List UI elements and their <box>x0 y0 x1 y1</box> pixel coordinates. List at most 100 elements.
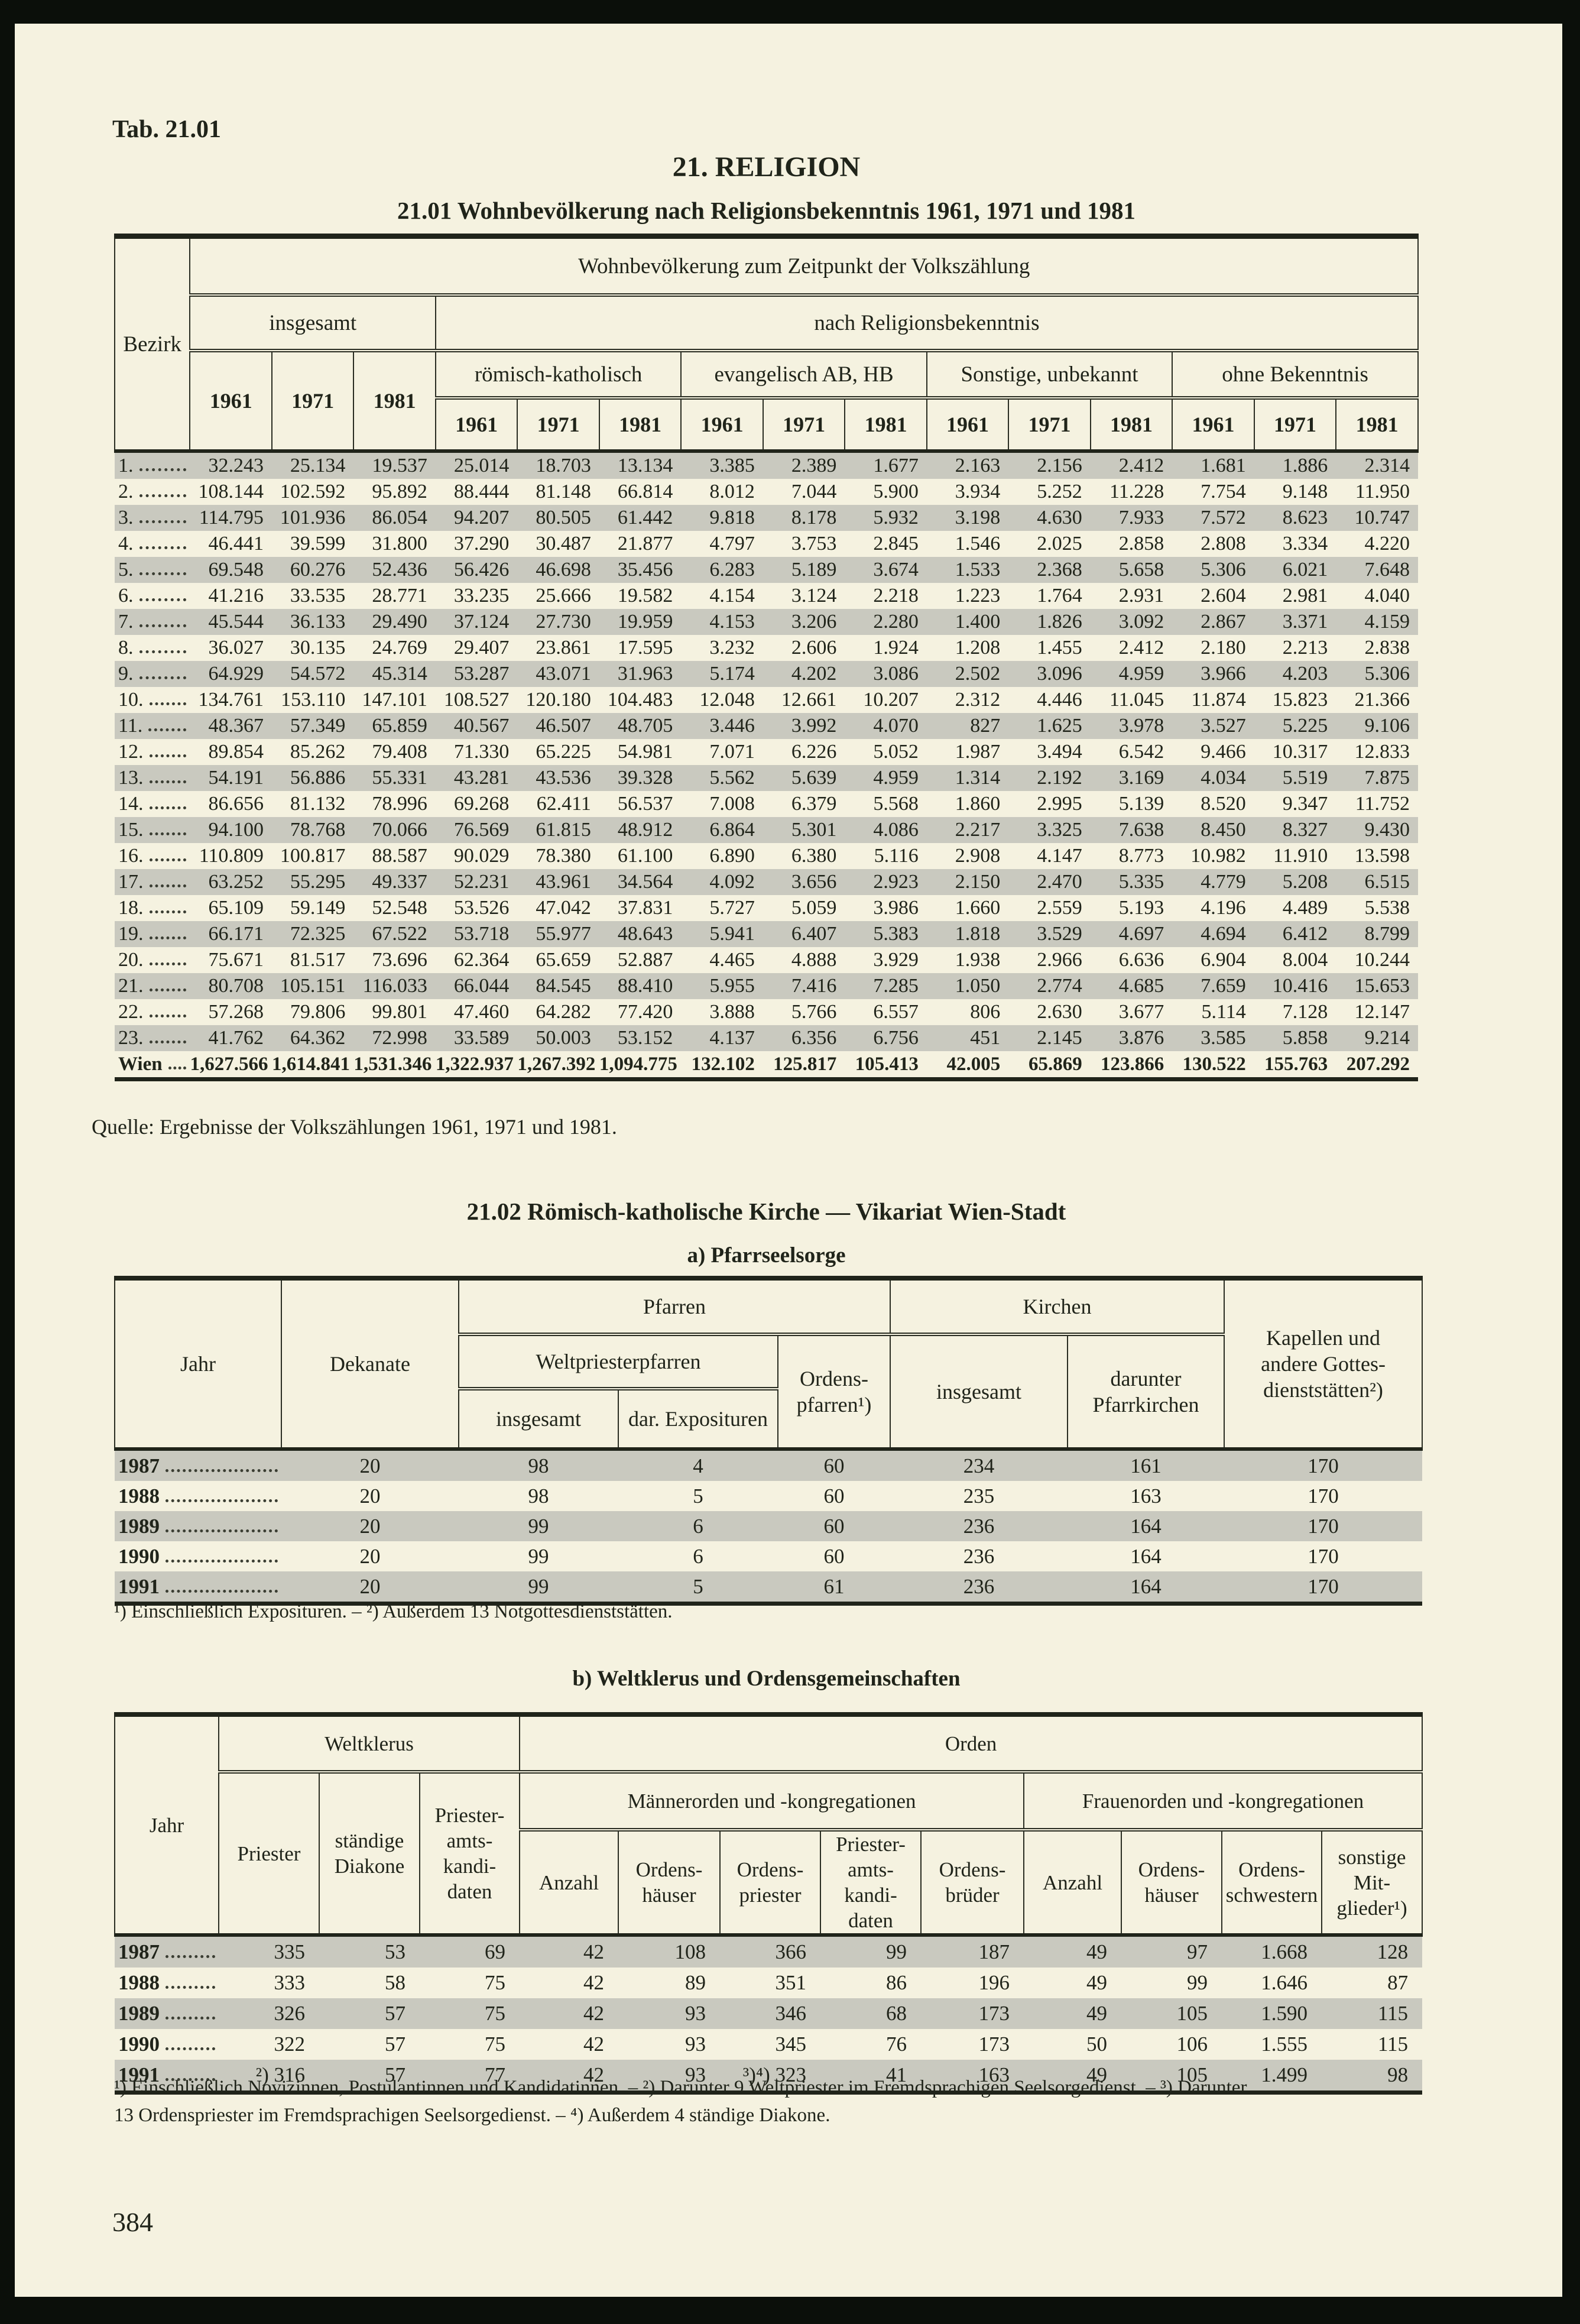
value-cell: 61.442 <box>617 507 673 529</box>
value-cell: 4.070 <box>873 715 919 737</box>
value-cell: 60.276 <box>290 559 346 581</box>
value-cell: 62.411 <box>536 793 591 815</box>
value-cell: 7.128 <box>1282 1001 1328 1023</box>
value-cell: 61.815 <box>536 819 591 841</box>
year-header: 1981 <box>353 351 436 451</box>
value-cell: 11.228 <box>1109 481 1164 503</box>
table-row: 1990 322 57 75 42 93 345 76 173 50 106 1… <box>115 2029 1422 2060</box>
value-cell: 50 <box>1086 2033 1108 2056</box>
dotted-leader <box>166 1499 278 1502</box>
value-cell: 31.963 <box>617 663 673 685</box>
value-cell: 5.727 <box>709 897 755 919</box>
table-row: 3. 114.795 101.936 86.054 94.207 80.505 … <box>115 505 1418 531</box>
district-label-cell: 4. <box>115 531 190 557</box>
value-cell: 2.931 <box>1118 585 1164 607</box>
value-cell: 101.936 <box>280 507 346 529</box>
value-cell: 11.874 <box>1191 689 1246 711</box>
value-cell: 8.178 <box>791 507 837 529</box>
dotted-leader <box>149 858 187 861</box>
value-cell: 54.981 <box>617 741 673 763</box>
dotted-leader <box>139 650 187 653</box>
value-cell: 64.362 <box>290 1027 346 1049</box>
district-label-cell: 23. <box>115 1025 190 1051</box>
table2-wrap: Jahr Dekanate Pfarren Kirchen Kapellen u… <box>114 1276 1423 1606</box>
dotted-leader <box>149 884 187 887</box>
value-cell: 5.335 <box>1118 871 1164 893</box>
table-row: 1. 32.243 25.134 19.537 25.014 18.703 13… <box>115 451 1418 479</box>
value-cell: 7.754 <box>1201 481 1246 503</box>
value-cell: 25.134 <box>290 455 346 477</box>
value-cell: ²) 316 <box>255 2063 305 2086</box>
col-header-bezirk: Bezirk <box>113 236 191 451</box>
value-cell: 1.208 <box>955 637 1001 659</box>
value-cell: 12.048 <box>699 689 755 711</box>
value-cell: 5.189 <box>791 559 837 581</box>
value-cell: 53.526 <box>453 897 510 919</box>
value-cell: 235 <box>963 1484 995 1508</box>
table-row: 1989 20 99 6 60 236 164 170 <box>115 1511 1423 1541</box>
value-cell: 6.356 <box>791 1027 837 1049</box>
value-cell: 5.562 <box>709 767 755 789</box>
value-cell: 40.567 <box>453 715 510 737</box>
value-cell: 4 <box>693 1454 703 1477</box>
value-cell: 56.426 <box>453 559 510 581</box>
value-cell: 7.416 <box>791 975 837 997</box>
value-cell: 80.708 <box>208 975 264 997</box>
subsection-a-title: a) Pfarrseelsorge <box>687 1243 846 1268</box>
value-cell: 187 <box>978 1940 1010 1963</box>
district-label-cell: 9. <box>115 661 190 687</box>
dotted-leader <box>149 754 187 757</box>
value-cell: 61.100 <box>617 845 673 867</box>
col-header-anzahl-f: Anzahl <box>1023 1830 1122 1935</box>
table-row: 19. 66.171 72.325 67.522 53.718 55.977 4… <box>115 921 1418 947</box>
value-cell: 153.110 <box>281 689 346 711</box>
value-cell: 9.106 <box>1364 715 1410 737</box>
value-cell: 2.966 <box>1037 949 1082 971</box>
value-cell: 98 <box>1387 2063 1409 2086</box>
value-cell: 4.630 <box>1037 507 1082 529</box>
district-label-cell: 17. <box>115 869 190 895</box>
value-cell: 4.159 <box>1364 611 1410 633</box>
value-cell: 80.505 <box>536 507 591 529</box>
value-cell: 1.924 <box>873 637 919 659</box>
value-cell: 2.312 <box>955 689 1001 711</box>
value-cell: 27.730 <box>536 611 591 633</box>
value-cell: 4.203 <box>1282 663 1328 685</box>
value-cell: 105 <box>1176 2063 1208 2086</box>
value-cell: 3.585 <box>1201 1027 1246 1049</box>
value-cell: 48.912 <box>617 819 673 841</box>
value-cell: 6.864 <box>709 819 755 841</box>
value-cell: 3.334 <box>1282 533 1328 555</box>
value-cell: 99 <box>886 1940 907 1963</box>
table-row: 10. 134.761 153.110 147.101 108.527 120.… <box>115 687 1418 713</box>
value-cell: 164 <box>1130 1544 1162 1568</box>
district-label-cell: 19. <box>115 921 190 947</box>
value-cell: 2.368 <box>1037 559 1082 581</box>
value-cell: 6.226 <box>791 741 837 763</box>
value-cell: 2.470 <box>1037 871 1082 893</box>
value-cell: 55.331 <box>372 767 427 789</box>
col-header-ordensbrueder: Ordens- brüder <box>920 1830 1025 1935</box>
value-cell: 60 <box>823 1544 845 1568</box>
col-header-dar-exposituren: dar. Exposituren <box>618 1389 778 1449</box>
value-cell: 6.890 <box>709 845 755 867</box>
value-cell: 3.966 <box>1201 663 1246 685</box>
value-cell: 43.536 <box>536 767 591 789</box>
dotted-leader <box>149 962 187 965</box>
dotted-leader <box>139 572 187 575</box>
value-cell: 8.773 <box>1118 845 1164 867</box>
value-cell: 2.559 <box>1037 897 1082 919</box>
value-cell: 86.054 <box>372 507 427 529</box>
value-cell: 2.923 <box>873 871 919 893</box>
value-cell: 7.572 <box>1201 507 1246 529</box>
value-cell: 1.314 <box>955 767 1001 789</box>
value-cell: 5.900 <box>873 481 919 503</box>
value-cell: 78.380 <box>536 845 591 867</box>
year-header: 1971 <box>271 351 355 451</box>
value-cell: 2.156 <box>1037 455 1082 477</box>
value-cell: 5.116 <box>874 845 919 867</box>
value-cell: 11.950 <box>1355 481 1410 503</box>
value-cell: 106 <box>1176 2033 1208 2056</box>
value-cell: 3.086 <box>873 663 919 685</box>
value-cell: 10.747 <box>1354 507 1410 529</box>
